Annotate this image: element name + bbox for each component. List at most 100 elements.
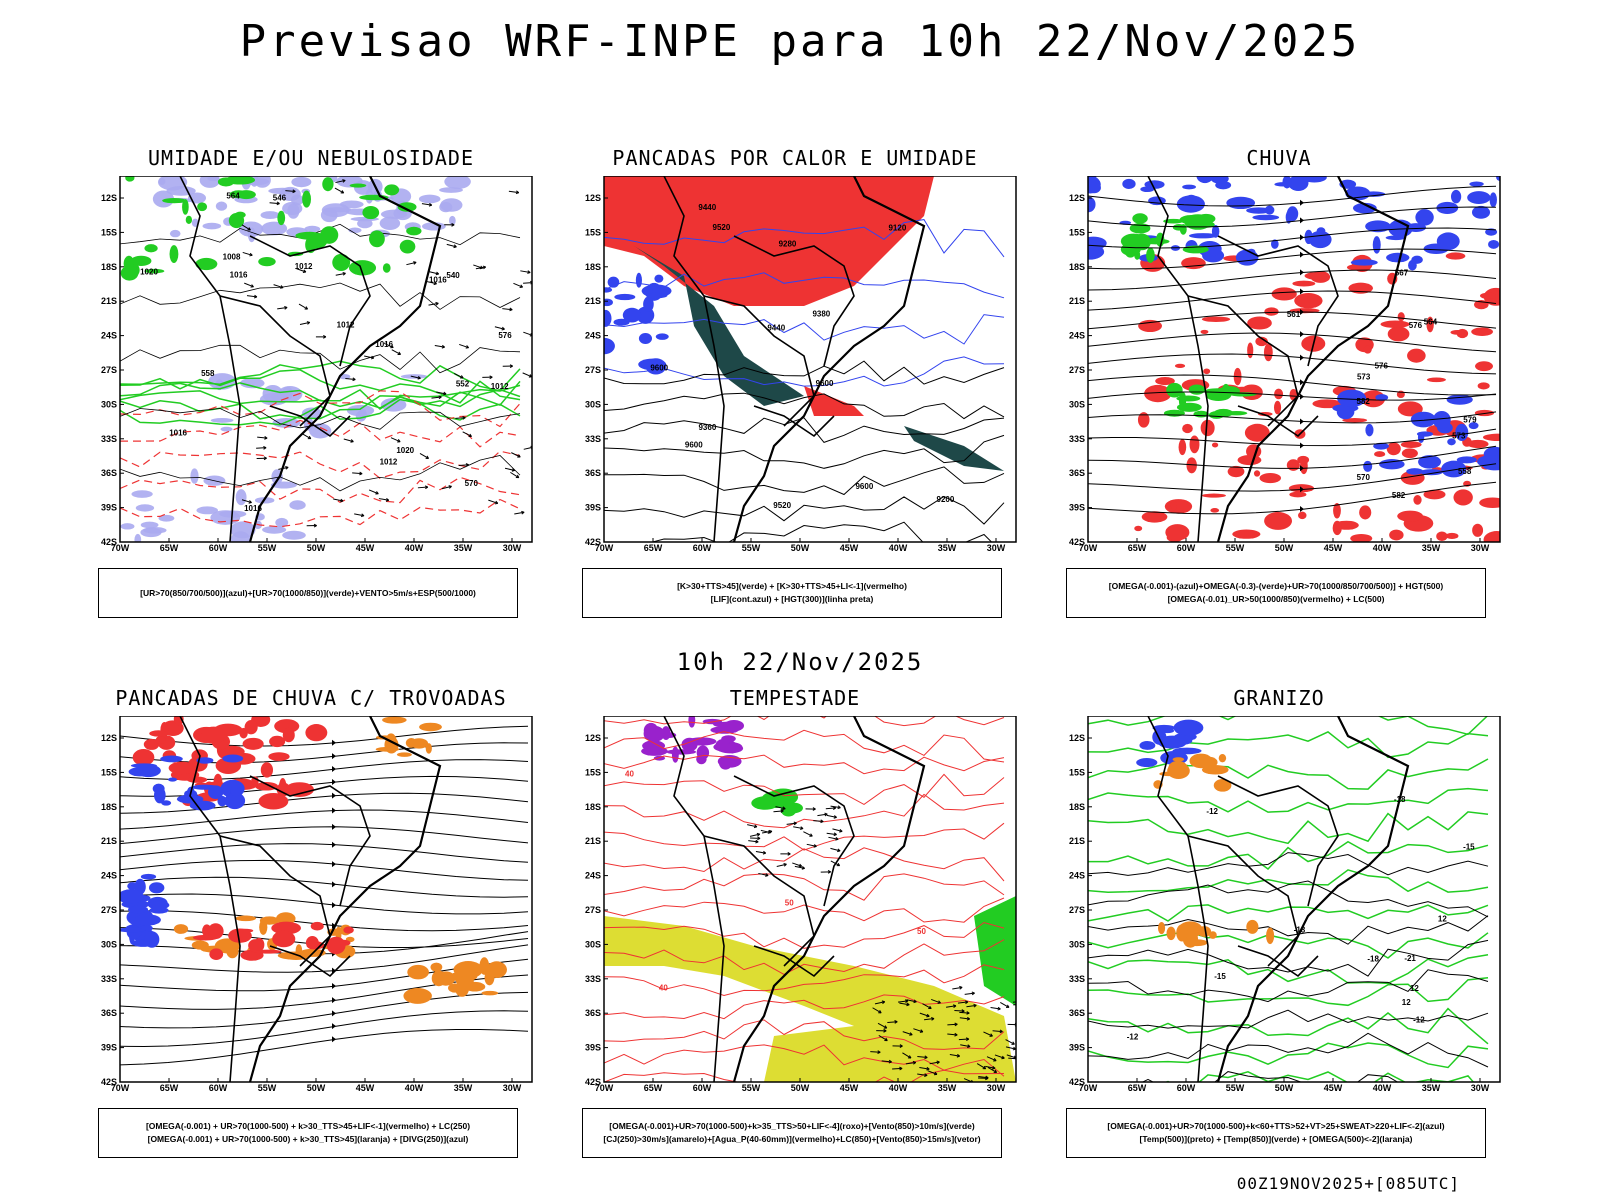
shaded-area — [1246, 207, 1272, 214]
shaded-area — [140, 873, 157, 880]
streamline-arrow — [1300, 199, 1304, 206]
shaded-area — [152, 783, 165, 794]
shaded-area — [1477, 454, 1500, 469]
shaded-area — [1397, 312, 1405, 322]
wind-vector-head — [1001, 1055, 1005, 1060]
wind-vector-head — [360, 513, 365, 518]
wind-vector — [792, 862, 802, 867]
streamline — [120, 725, 529, 747]
contour-line — [120, 498, 521, 528]
shaded-area — [638, 333, 653, 344]
lon-tick-label: 60W — [693, 543, 712, 553]
wind-vector-head — [753, 824, 758, 829]
shaded-area — [1289, 491, 1307, 498]
shaded-area — [768, 788, 799, 806]
shaded-area — [688, 716, 696, 728]
legend-line: [LIF](cont.azul) + [HGT(300)](linha pret… — [710, 594, 874, 604]
shaded-area — [169, 229, 181, 238]
streamline-arrow — [1300, 251, 1304, 258]
shaded-area — [369, 230, 385, 248]
streamline — [120, 1010, 529, 1048]
legend-line: [K>30+TTS>45](verde) + [K>30+TTS>45+LI<-… — [677, 581, 907, 591]
panel-legend: [OMEGA(-0.001) + UR>70(1000-500) + k>30_… — [98, 1108, 518, 1158]
shaded-area — [230, 521, 256, 539]
wind-vector-head — [280, 285, 284, 289]
shaded-area — [481, 990, 499, 996]
shaded-area — [219, 745, 245, 758]
wind-vector — [296, 268, 307, 273]
shaded-area — [355, 410, 367, 422]
lat-tick-label: 39S — [1069, 503, 1085, 513]
wind-vector — [877, 1022, 888, 1029]
shaded-area — [259, 916, 280, 925]
wind-vector-head — [906, 1002, 910, 1007]
wind-vector — [242, 251, 253, 256]
lat-tick-label: 42S — [1069, 537, 1085, 547]
lon-tick-label: 50W — [791, 543, 810, 553]
shaded-area — [217, 795, 227, 807]
wind-vector-head — [936, 1060, 940, 1065]
shaded-area — [261, 221, 288, 236]
lat-tick-label: 24S — [101, 871, 117, 881]
lat-tick-label: 36S — [1069, 1008, 1085, 1018]
shaded-area — [1181, 257, 1206, 270]
shaded-area — [1453, 489, 1473, 506]
wind-vector-head — [519, 284, 524, 288]
wind-vector — [959, 1017, 970, 1020]
shaded-area — [1401, 448, 1418, 459]
wind-vector — [964, 992, 975, 995]
shaded-area — [1450, 329, 1465, 335]
contour-line — [604, 1069, 1005, 1082]
shaded-area — [132, 748, 155, 766]
shaded-area — [260, 211, 280, 220]
lat-tick-label: 24S — [1069, 331, 1085, 341]
lat-tick-label: 15S — [585, 227, 601, 237]
streamline — [1088, 269, 1497, 291]
contour-line — [1088, 939, 1489, 977]
contour-label: 1020 — [396, 446, 414, 455]
wind-vector — [473, 264, 483, 269]
contour-line — [1088, 869, 1489, 893]
shaded-area — [1477, 382, 1490, 390]
streamline — [120, 893, 529, 915]
shaded-area — [158, 177, 166, 185]
contour-line — [604, 873, 1005, 901]
wind-vector — [966, 1004, 977, 1008]
shaded-area — [291, 176, 312, 188]
lon-tick-label: 65W — [644, 1083, 663, 1093]
wind-vector-head — [999, 1029, 1003, 1034]
wind-vector — [755, 850, 766, 854]
wind-vector-head — [952, 1004, 957, 1009]
shaded-area — [1274, 388, 1284, 400]
shaded-area — [1176, 402, 1202, 412]
lat-tick-label: 24S — [1069, 871, 1085, 881]
wind-vector-head — [965, 1037, 970, 1042]
wind-vector-head — [424, 485, 429, 490]
lon-tick-label: 30W — [1471, 543, 1490, 553]
shaded-area — [1174, 363, 1186, 368]
shaded-area — [721, 735, 736, 743]
streamline — [120, 792, 529, 814]
shaded-area — [269, 735, 286, 748]
shaded-area — [1182, 184, 1196, 190]
wind-vector-head — [397, 351, 401, 355]
wind-vector-head — [837, 848, 841, 853]
wind-vector — [828, 836, 839, 840]
wind-vector — [758, 872, 769, 876]
shaded-area — [1445, 532, 1459, 540]
wind-vector — [775, 806, 786, 810]
contour-label: 12 — [1438, 914, 1447, 923]
shaded-area — [289, 500, 306, 510]
streamline-arrow — [1300, 486, 1304, 493]
wind-vector-head — [767, 830, 771, 834]
shaded-area — [1179, 223, 1187, 235]
wind-vector — [958, 1038, 969, 1041]
wind-vector-head — [515, 474, 520, 479]
wind-vector — [1008, 1057, 1016, 1060]
lat-tick-label: 12S — [101, 733, 117, 743]
lon-tick-label: 35W — [1422, 543, 1441, 553]
contour-label: 9200 — [937, 495, 955, 504]
wind-vector — [417, 486, 428, 489]
contour-label: 9520 — [773, 501, 791, 510]
